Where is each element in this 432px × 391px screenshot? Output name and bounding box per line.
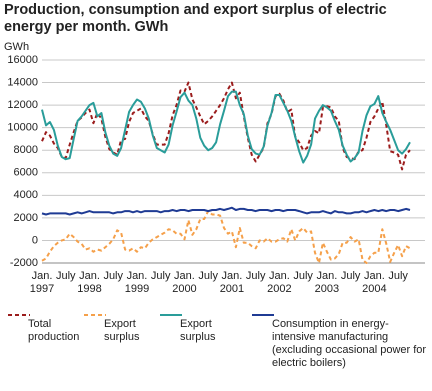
series-line: [41, 90, 411, 164]
legend-item: Total production: [6, 314, 80, 344]
y-tick-label: -2000: [10, 257, 38, 269]
y-tick-label: 8000: [14, 144, 38, 156]
x-tick-label: July: [388, 270, 408, 282]
y-tick-label: 10000: [7, 122, 38, 134]
legend-swatch: [84, 314, 106, 316]
x-tick-label: Jan. 2004: [362, 270, 386, 295]
y-tick-label: 6000: [14, 167, 38, 179]
legend-item: Export surplus: [82, 314, 154, 344]
y-tick-label: 2000: [14, 212, 38, 224]
x-tick-label: July: [293, 270, 313, 282]
x-tick-label: Jan. 1997: [30, 270, 54, 295]
x-tick-label: July: [151, 270, 171, 282]
legend-item: Consumption in energy-intensive manufact…: [250, 314, 430, 370]
y-axis-label: GWh: [4, 41, 29, 53]
x-tick-label: Jan. 2001: [220, 270, 244, 295]
legend-label: Consumption in energy-intensive manufact…: [272, 318, 427, 369]
chart: GWh -2000 0 2000 4000 6000 8000 10000 12000 1400…: [4, 41, 425, 295]
y-tick-label: 4000: [14, 189, 38, 201]
legend-swatch: [8, 314, 30, 316]
x-tick-label: Jan. 2002: [267, 270, 291, 295]
y-tick-label: 16000: [7, 54, 38, 66]
x-tick-label: July: [103, 270, 123, 282]
x-tick-label: July: [56, 270, 76, 282]
legend-label: Export surplus: [104, 318, 140, 343]
y-tick-label: 14000: [7, 76, 38, 88]
y-tick-label: 12000: [7, 99, 38, 111]
x-tick-label: July: [246, 270, 266, 282]
legend-label: Export surplus: [180, 318, 216, 343]
x-tick-label: July: [198, 270, 218, 282]
legend-swatch: [252, 314, 274, 316]
legend-item: Export surplus: [158, 314, 246, 344]
y-tick-label: 0: [32, 234, 38, 246]
legend-label: Total production: [28, 318, 80, 343]
series-line: [41, 210, 411, 264]
x-tick-label: Jan. 1998: [77, 270, 101, 295]
x-tick-label: Jan. 2003: [315, 270, 339, 295]
x-tick-label: July: [341, 270, 361, 282]
chart-title: Production, consumption and export surpl…: [4, 2, 387, 35]
series-line: [41, 206, 411, 216]
legend-swatch: [160, 314, 182, 316]
x-tick-label: Jan. 1999: [125, 270, 149, 295]
x-tick-label: Jan. 2000: [172, 270, 196, 295]
